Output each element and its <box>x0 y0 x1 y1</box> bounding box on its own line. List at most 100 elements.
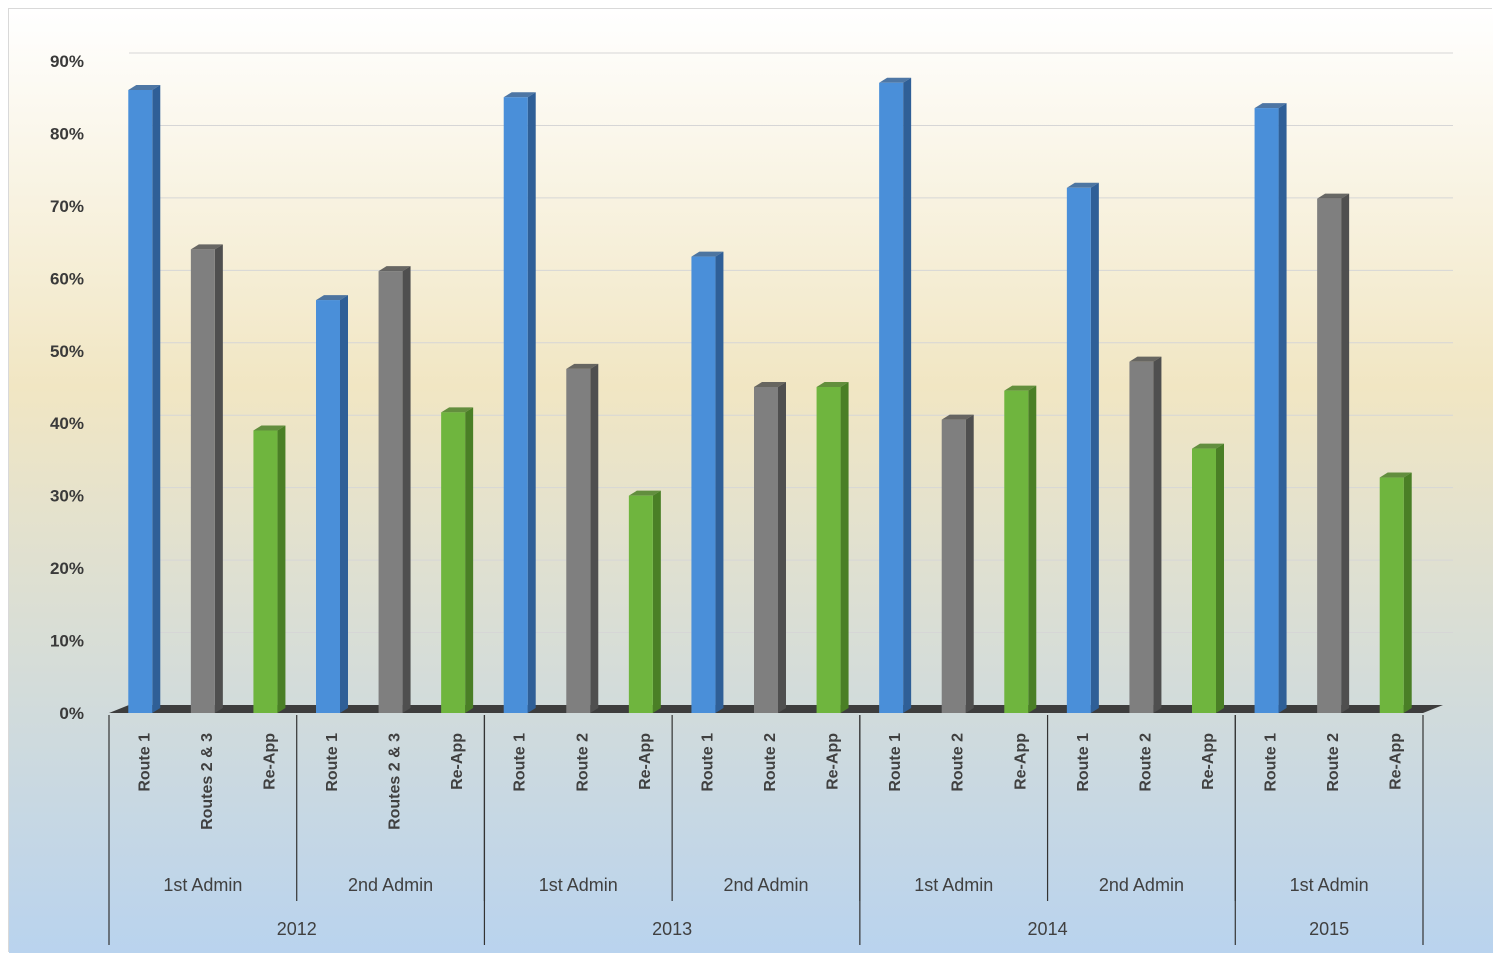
category-label: Routes 2 & 3 <box>387 733 404 830</box>
bar-top <box>941 414 974 420</box>
bar-front <box>941 419 966 713</box>
bar-side <box>1341 193 1350 714</box>
bar-front <box>316 300 340 713</box>
bar-top <box>128 84 161 90</box>
year-group-label: 2015 <box>1309 919 1349 939</box>
bar-front <box>1317 198 1342 714</box>
category-label: Route 2 <box>1137 733 1154 792</box>
bar-side <box>152 84 161 713</box>
bar <box>941 414 974 713</box>
bar <box>1066 182 1099 713</box>
bar-side <box>340 295 348 713</box>
bar-top <box>816 382 849 387</box>
admin-group-label: 1st Admin <box>914 875 993 895</box>
bar-top <box>316 295 348 301</box>
bar <box>503 92 536 713</box>
category-label: Re-App <box>261 733 278 790</box>
bar <box>691 251 724 713</box>
bars <box>128 77 1412 714</box>
gridlines <box>129 52 1453 634</box>
bar-top <box>503 92 536 98</box>
bar <box>316 295 348 713</box>
bar-top <box>190 244 223 250</box>
bar <box>754 382 786 713</box>
y-tick-label: 30% <box>50 487 84 506</box>
y-axis-ticks: 0% 10% 20% 30% 40% 50% 60% 70% 80% 90% <box>50 52 84 723</box>
category-label: Route 2 <box>950 733 967 792</box>
admin-group-label: 2nd Admin <box>1099 875 1184 895</box>
bar-front <box>566 368 591 713</box>
category-label: Route 2 <box>762 733 779 792</box>
bar-top <box>1317 193 1350 199</box>
bar <box>190 244 223 713</box>
y-tick-label: 60% <box>50 269 84 288</box>
category-label: Route 1 <box>1263 733 1280 792</box>
bar-side <box>840 382 849 713</box>
bar-front <box>1004 390 1029 713</box>
category-label: Route 1 <box>887 733 904 792</box>
bar-side <box>590 363 599 713</box>
admin-group-label: 1st Admin <box>163 875 242 895</box>
category-label: Re-App <box>1200 733 1217 790</box>
bar-front <box>253 430 278 713</box>
bar-side <box>277 425 286 713</box>
bar-front <box>503 97 528 713</box>
bar-top <box>879 77 912 83</box>
bar-top <box>441 407 474 413</box>
bar-chart: 0%10%20%30%40%50%60%70%80%90% Route 1 Rou… <box>9 9 1493 953</box>
bar <box>566 363 599 713</box>
category-label: Route 1 <box>1075 733 1092 792</box>
bar-front <box>628 495 653 713</box>
bar-front <box>441 412 466 713</box>
category-label: Route 1 <box>324 733 341 792</box>
bar <box>253 425 286 713</box>
bar-front <box>754 387 778 713</box>
x-axis-labels: Route 1 Routes 2 & 3 Re-App Route 1 Routes 2… <box>108 715 1424 945</box>
bar-top <box>1254 103 1287 109</box>
bar <box>128 84 161 713</box>
bar <box>628 490 661 713</box>
bar-side <box>1090 182 1099 713</box>
bar-front <box>879 82 904 713</box>
bar <box>816 382 849 713</box>
bar-top <box>1066 182 1099 188</box>
bar-side <box>214 244 223 713</box>
y-tick-label: 90% <box>50 52 84 71</box>
bar-top <box>253 425 286 431</box>
category-label: Route 2 <box>574 733 591 792</box>
bar-top <box>691 251 724 257</box>
admin-group-label: 2nd Admin <box>348 875 433 895</box>
bar-top <box>1192 443 1224 449</box>
bar-top <box>378 266 411 272</box>
category-label: Route 1 <box>512 733 529 792</box>
category-label: Re-App <box>825 733 842 790</box>
bar <box>1004 385 1037 713</box>
bar <box>1254 103 1287 714</box>
y-tick-label: 50% <box>50 342 84 361</box>
bar-side <box>903 77 912 713</box>
bar-top <box>628 490 661 496</box>
bar-front <box>1379 477 1404 713</box>
bar <box>1129 356 1162 713</box>
category-label: Re-App <box>1388 733 1405 790</box>
y-tick-label: 20% <box>50 559 84 578</box>
category-label: Route 1 <box>699 733 716 792</box>
bar-side <box>1216 443 1224 713</box>
bar-side <box>1403 472 1412 713</box>
bar <box>1379 472 1412 713</box>
y-tick-label: 10% <box>50 632 84 651</box>
bar-side <box>1278 103 1287 714</box>
category-label: Re-App <box>1012 733 1029 790</box>
bar-side <box>965 414 974 713</box>
category-label: Re-App <box>637 733 654 790</box>
bar-front <box>190 249 215 713</box>
bar-front <box>1192 448 1216 713</box>
year-group-label: 2013 <box>652 919 692 939</box>
bar-front <box>378 271 403 713</box>
bar-top <box>1004 385 1037 391</box>
bar-top <box>1379 472 1412 478</box>
category-label: Re-App <box>449 733 466 790</box>
y-tick-label: 70% <box>50 197 84 216</box>
bar <box>441 407 474 713</box>
bar-front <box>128 89 153 713</box>
